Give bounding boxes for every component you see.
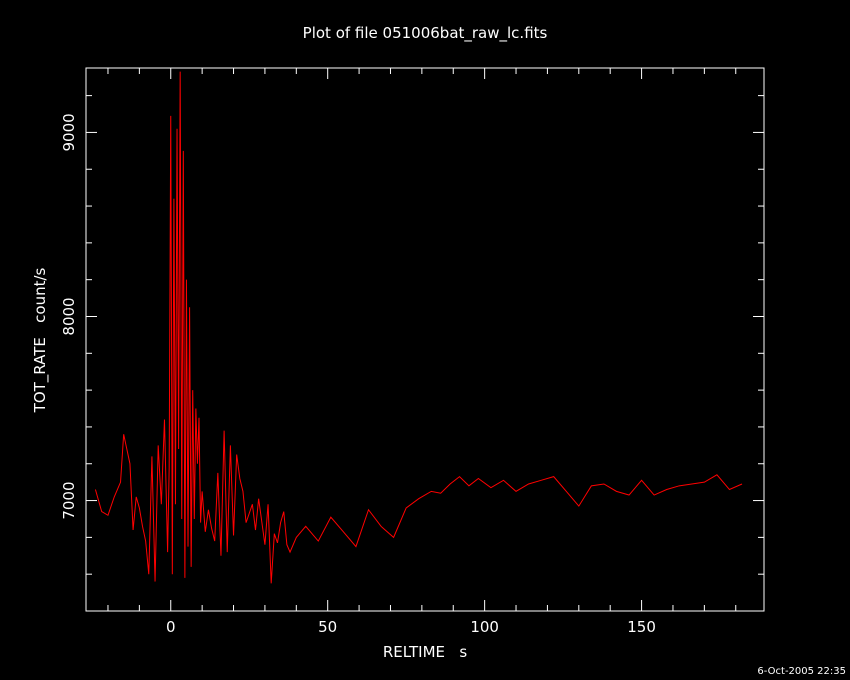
y-tick-label: 9000 bbox=[60, 113, 78, 151]
series-group bbox=[94, 71, 743, 584]
axis-tick-labels: 0 50 100 150 7000 8000 9000 bbox=[60, 113, 656, 636]
x-tick-label: 100 bbox=[470, 618, 499, 636]
x-tick-label: 150 bbox=[627, 618, 656, 636]
x-tick-label: 50 bbox=[318, 618, 337, 636]
y-axis-label: TOT_RATE count/s bbox=[31, 267, 50, 413]
y-tick-label: 8000 bbox=[60, 297, 78, 335]
axis-ticks bbox=[86, 68, 764, 611]
y-tick-label: 7000 bbox=[60, 481, 78, 519]
x-axis-label: RELTIME s bbox=[383, 643, 468, 661]
chart-title: Plot of file 051006bat_raw_lc.fits bbox=[303, 24, 548, 43]
plot-frame bbox=[85, 67, 765, 612]
x-tick-label: 0 bbox=[166, 618, 176, 636]
series-line bbox=[94, 71, 743, 584]
timestamp-label: 6-Oct-2005 22:35 bbox=[757, 666, 846, 677]
